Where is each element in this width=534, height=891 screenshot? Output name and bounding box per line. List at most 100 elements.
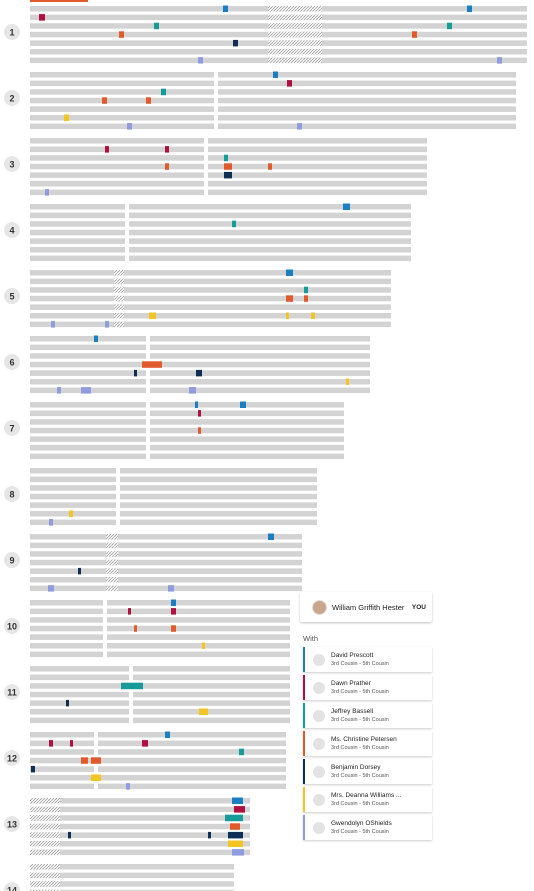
chromosome-bar — [129, 229, 411, 236]
chromosome-bar — [107, 625, 290, 632]
chromosome-badge — [4, 156, 20, 172]
chromosome-bar — [30, 502, 116, 508]
avatar — [313, 653, 325, 666]
chromosome-bar — [30, 6, 268, 12]
match-relationship: 3rd Cousin - 5th Cousin — [331, 661, 389, 667]
centromere — [114, 287, 124, 293]
chromosome-bar — [133, 674, 290, 681]
chromosome-bar — [98, 740, 286, 747]
avatar — [313, 737, 325, 750]
chromosome-bar — [272, 49, 527, 55]
shared-segment — [171, 599, 176, 606]
match-item[interactable]: Jeffrey Bassell 3rd Cousin - 5th Cousin — [303, 703, 432, 728]
chromosome-bar — [120, 511, 317, 517]
chromosome-number: 7 — [9, 423, 14, 433]
shared-segment — [161, 88, 166, 96]
chromosome-bar — [30, 172, 204, 178]
chromosome-bar — [150, 427, 344, 434]
match-info: Mrs. Deanna Williams ... 3rd Cousin - 5th… — [331, 792, 401, 807]
chromosome-bar — [218, 115, 516, 121]
centromere — [106, 585, 118, 592]
chromosome-bar — [30, 123, 214, 130]
match-name: Jeffrey Bassell — [331, 708, 374, 715]
match-name: Benjamin Dorsey — [331, 764, 381, 771]
shared-segment — [202, 642, 205, 649]
chromosome-bar — [150, 344, 370, 351]
chromosome-bar — [30, 625, 103, 632]
chromosome-badge — [4, 750, 20, 766]
centromere — [30, 872, 60, 879]
chromosome-bar — [150, 336, 370, 342]
chromosome-bar — [30, 577, 106, 583]
shared-segment — [134, 369, 137, 377]
chromosome-number: 11 — [7, 687, 17, 697]
match-item[interactable]: Ms. Christine Petersen 3rd Cousin - 5th C… — [303, 731, 432, 756]
chromosome-bar — [30, 683, 129, 689]
shared-segment — [64, 114, 69, 121]
chromosome-bar — [129, 221, 411, 227]
chromosome-bar — [30, 49, 268, 55]
chromosome-bar — [218, 89, 516, 95]
chromosome-bar — [30, 445, 146, 451]
centromere — [268, 57, 322, 64]
match-item[interactable]: Gwendolyn OShields 3rd Cousin - 5th Cousi… — [303, 815, 432, 840]
shared-segment — [286, 312, 289, 319]
shared-segment — [198, 57, 203, 64]
chromosome-bar — [30, 666, 129, 672]
chromosome-bar — [30, 353, 146, 359]
chromosome-bar — [110, 585, 302, 592]
chromosome-bar — [129, 247, 411, 253]
chromosome-bar — [32, 872, 234, 879]
chromosome-bar — [107, 634, 290, 640]
match-name: David Prescott — [331, 652, 374, 659]
shared-segment — [286, 269, 293, 276]
chromosome-bar — [30, 551, 106, 557]
match-item[interactable]: David Prescott 3rd Cousin - 5th Cousin — [303, 647, 432, 672]
chromosome-bar — [150, 419, 344, 425]
chromosome-bar — [150, 387, 370, 394]
shared-segment — [171, 608, 176, 615]
shared-segment — [121, 682, 143, 690]
chromosome-bar — [30, 436, 146, 442]
chromosome-number: 5 — [9, 291, 14, 301]
chromosome-badge — [4, 552, 20, 568]
chromosome-bar — [118, 287, 391, 293]
chromosome-number: 12 — [7, 753, 17, 763]
chromosome-bar — [133, 717, 290, 724]
chromosome-bar — [30, 31, 268, 38]
shared-segment — [81, 757, 88, 764]
chromosome-bar — [107, 651, 290, 658]
shared-segment — [146, 97, 151, 104]
chromosome-bar — [98, 766, 286, 772]
match-item[interactable]: Benjamin Dorsey 3rd Cousin - 5th Cousin — [303, 759, 432, 784]
chromosome-bar — [30, 468, 116, 474]
chromosome-bar — [30, 749, 94, 755]
chromosome-bar — [110, 551, 302, 557]
match-item[interactable]: Dawn Prather 3rd Cousin - 5th Cousin — [303, 675, 432, 700]
chromosome-bar — [150, 410, 344, 417]
chromosome-bar — [30, 361, 146, 368]
centromere — [268, 40, 322, 46]
avatar — [313, 821, 325, 834]
shared-segment — [189, 387, 196, 394]
centromere — [268, 23, 322, 29]
match-item[interactable]: Mrs. Deanna Williams ... 3rd Cousin - 5th… — [303, 787, 432, 812]
shared-segment — [224, 163, 232, 170]
shared-segment — [105, 321, 109, 328]
chromosome-bar — [110, 577, 302, 583]
chromosome-bar — [30, 287, 114, 293]
chromosome-bar — [120, 519, 317, 526]
shared-segment — [497, 57, 502, 64]
chromosome-number: 2 — [9, 93, 14, 103]
chromosome-bar — [118, 321, 391, 328]
chromosome-bar — [32, 815, 250, 821]
chromosome-bar — [129, 212, 411, 219]
chromosome-bar — [30, 402, 146, 408]
chromosome-bar — [118, 270, 391, 276]
chromosome-bar — [133, 666, 290, 672]
match-name: Mrs. Deanna Williams ... — [331, 792, 402, 799]
chromosome-bar — [208, 172, 427, 178]
centromere — [268, 31, 322, 38]
chromosome-bar — [32, 881, 234, 887]
shared-segment — [142, 740, 148, 747]
